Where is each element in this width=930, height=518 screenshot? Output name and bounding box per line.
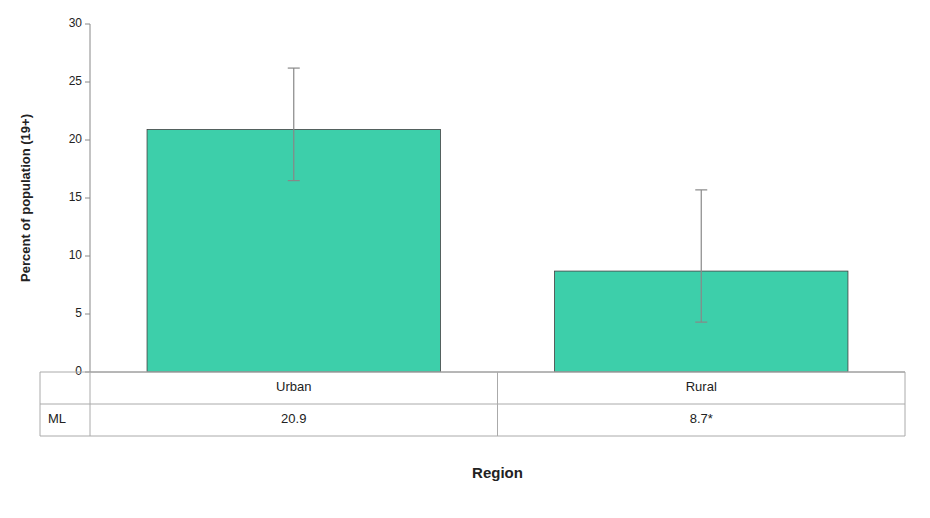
table-value: 8.7* — [690, 411, 713, 426]
category-label: Rural — [686, 379, 717, 394]
y-tick-label: 20 — [69, 132, 83, 146]
error-bar — [288, 68, 300, 181]
plot-area — [147, 68, 848, 372]
error-bar-stem — [701, 190, 702, 322]
y-tick — [85, 314, 90, 315]
y-tick-label: 25 — [69, 74, 83, 88]
y-tick — [85, 256, 90, 257]
table-border — [905, 372, 906, 436]
error-bar-stem — [293, 68, 294, 181]
table-border — [40, 404, 905, 405]
error-bar-cap — [695, 189, 707, 190]
y-tick-label: 15 — [69, 190, 83, 204]
y-tick — [85, 140, 90, 141]
table-border — [497, 372, 498, 436]
y-tick — [85, 82, 90, 83]
table-border — [40, 372, 41, 436]
error-bar-cap — [288, 180, 300, 181]
table: Urban Rural ML 20.9 8.7* — [40, 372, 905, 436]
y-tick-label: 30 — [69, 16, 83, 30]
y-tick-label: 5 — [75, 306, 82, 320]
y-axis-label: Percent of population (19+) — [18, 114, 33, 282]
y-tick — [85, 198, 90, 199]
table-row-label: ML — [48, 411, 66, 426]
category-label: Urban — [276, 379, 311, 394]
table-border — [90, 372, 91, 436]
y-tick — [85, 24, 90, 25]
table-border — [40, 436, 905, 437]
y-tick-label: 0 — [75, 364, 82, 378]
error-bar — [695, 190, 707, 322]
error-bar-cap — [695, 322, 707, 323]
table-value: 20.9 — [281, 411, 306, 426]
x-axis-label: Region — [472, 464, 523, 481]
chart: 0 5 10 15 20 25 30 Percent of population (19+) U… — [0, 0, 930, 518]
table-border — [40, 372, 905, 373]
error-bar-cap — [288, 67, 300, 68]
chart-container: 0 5 10 15 20 25 30 Percent of population (19+) U… — [0, 0, 930, 518]
y-tick-label: 10 — [69, 248, 83, 262]
